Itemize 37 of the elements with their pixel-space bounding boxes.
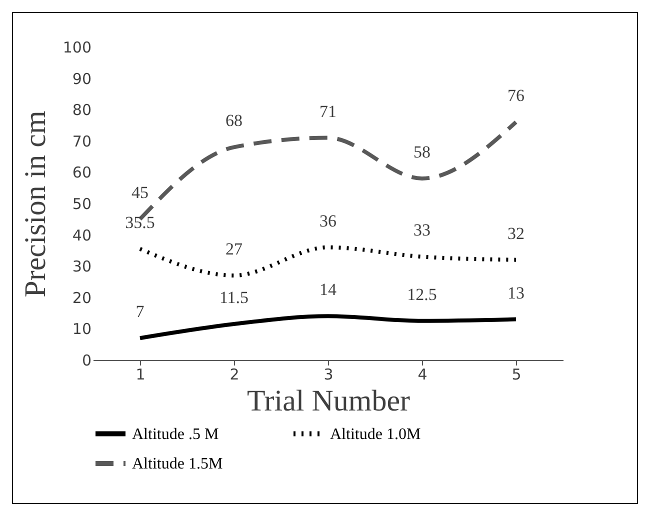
data-label: 36 bbox=[320, 211, 336, 230]
data-label: 58 bbox=[414, 142, 430, 162]
y-tick-label: 20 bbox=[72, 288, 92, 307]
line-series bbox=[138, 245, 518, 278]
data-label: 7 bbox=[136, 302, 145, 322]
y-tick-label: 80 bbox=[72, 101, 92, 120]
y-tick-label: 30 bbox=[72, 258, 92, 276]
y-tick-label: 100 bbox=[62, 38, 92, 56]
data-label: 32 bbox=[508, 224, 524, 243]
data-label: 71 bbox=[320, 102, 336, 121]
data-label: 13 bbox=[508, 283, 524, 302]
data-label: 11.5 bbox=[219, 288, 249, 308]
data-label: 33 bbox=[414, 220, 430, 240]
data-label: 35.5 bbox=[125, 212, 155, 232]
y-axis-title: Precision in cm bbox=[18, 110, 52, 298]
y-tick-label: 50 bbox=[72, 195, 92, 213]
y-tick-label: 40 bbox=[72, 226, 92, 244]
data-label: 68 bbox=[226, 111, 242, 130]
y-tick-label: 10 bbox=[72, 320, 92, 338]
x-tick-label: 5 bbox=[512, 366, 522, 384]
legend-label: Altitude 1.5M bbox=[132, 456, 223, 472]
data-label: 76 bbox=[508, 86, 524, 106]
y-tick-label: 0 bbox=[82, 352, 92, 370]
legend-label: Altitude .5 M bbox=[132, 426, 219, 443]
y-tick-label: 70 bbox=[72, 132, 92, 150]
x-tick-label: 2 bbox=[230, 366, 240, 384]
data-label: 45 bbox=[132, 183, 148, 202]
data-label: 14 bbox=[320, 280, 337, 300]
x-tick-label: 3 bbox=[324, 366, 334, 384]
data-label: 12.5 bbox=[407, 284, 437, 304]
x-tick-label: 4 bbox=[418, 366, 428, 384]
x-tick-label: 1 bbox=[136, 366, 146, 384]
legend-label: Altitude 1.0M bbox=[330, 426, 421, 443]
y-tick-label: 60 bbox=[72, 164, 92, 182]
y-tick-label: 90 bbox=[72, 70, 92, 88]
data-label: 27 bbox=[226, 239, 243, 258]
x-axis-title: Trial Number bbox=[246, 384, 410, 418]
